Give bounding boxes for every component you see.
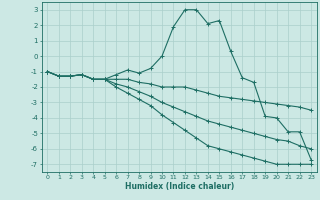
X-axis label: Humidex (Indice chaleur): Humidex (Indice chaleur): [124, 182, 234, 191]
